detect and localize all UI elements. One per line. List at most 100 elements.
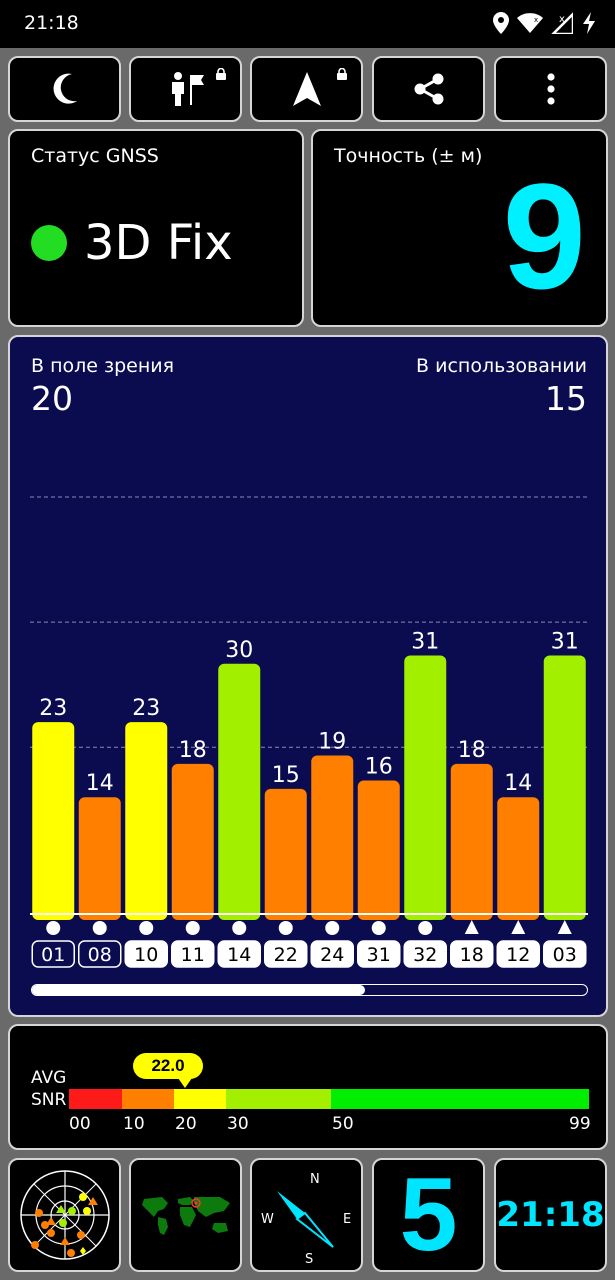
snr-bar: [264, 788, 307, 920]
satellite-id-box: [171, 940, 215, 968]
snr-segment-orange: [122, 1089, 174, 1109]
snr-bar: [450, 763, 493, 920]
constellation-marker-circle: [92, 921, 107, 935]
bar-value-label: 23: [39, 696, 67, 721]
satellite-id-label: 03: [553, 944, 577, 966]
snr-bar: [171, 763, 214, 920]
navigation-arrow-icon: [292, 72, 321, 106]
status-time: 21:18: [24, 12, 79, 34]
constellation-marker-circle: [139, 921, 154, 935]
fix-indicator: [31, 225, 67, 261]
scrollbar-thumb[interactable]: [32, 985, 365, 995]
satellite-id-label: 11: [181, 944, 205, 966]
bar-value-label: 14: [504, 771, 532, 796]
satellite-scrollbar[interactable]: [31, 984, 588, 996]
fix-status-value: 3D Fix: [84, 215, 233, 271]
satellite-id-box: [496, 940, 540, 968]
share-icon: [414, 73, 443, 105]
clock-tile[interactable]: 21:18: [494, 1158, 607, 1272]
sky-view-tile[interactable]: [8, 1158, 121, 1272]
satellite-id-box: [217, 940, 261, 968]
satellite-id-label: 10: [134, 944, 158, 966]
snr-segment-green: [331, 1089, 589, 1109]
bar-value-label: 23: [132, 696, 160, 721]
bar-value-label: 31: [411, 629, 439, 654]
bar-value-label: 15: [272, 763, 300, 788]
satellite-id-box: [357, 940, 401, 968]
app-content: Статус GNSS 3D Fix Точность (± м) 9 В по…: [0, 48, 615, 1280]
share-button[interactable]: [372, 56, 485, 122]
snr-bar: [78, 797, 121, 920]
navigation-button[interactable]: [250, 56, 363, 122]
snr-tick-50: 50: [332, 1114, 354, 1134]
world-map-icon: [137, 1193, 234, 1237]
snr-tick-99: 99: [569, 1114, 591, 1134]
constellation-marker-circle: [46, 921, 61, 935]
wifi-icon: x: [517, 13, 543, 33]
satellite-id-label: 22: [274, 944, 298, 966]
constellation-marker-circle: [278, 921, 293, 935]
satellite-id-box: [450, 940, 494, 968]
satellite-id-box: [543, 940, 587, 968]
world-map-tile[interactable]: [129, 1158, 242, 1272]
satellite-id-label: 14: [227, 944, 251, 966]
satellite-id-box: [264, 940, 308, 968]
clock-value: 21:18: [496, 1195, 605, 1235]
avg-snr-bubble: 22.0: [133, 1053, 203, 1079]
charging-icon: [583, 12, 595, 34]
compass-s: S: [305, 1252, 313, 1267]
satellites-panel: В поле зрения 20 В использовании 15 23 01…: [8, 335, 608, 1017]
bar-value-label: 18: [458, 738, 486, 763]
satellite-id-label: 32: [413, 944, 437, 966]
in-use-label: В использовании: [416, 355, 587, 377]
more-button[interactable]: [494, 56, 607, 122]
snr-tick-30: 30: [227, 1114, 249, 1134]
in-use-value: 15: [545, 379, 587, 418]
snr-bar-chart: 23 01 14 08 23 10 18 11 30 14 15 22 19 24 16 31 31 32 18 18…: [30, 496, 588, 968]
snr-bar: [311, 755, 354, 920]
signal-icon: x: [551, 12, 573, 34]
snr-tick-10: 10: [123, 1114, 145, 1134]
svg-text:x: x: [559, 14, 565, 25]
satellite-count-tile[interactable]: 5: [372, 1158, 485, 1272]
status-icons: x x: [493, 12, 597, 34]
compass-tile[interactable]: N E S W: [250, 1158, 363, 1272]
bar-value-label: 31: [551, 629, 579, 654]
avg-label: AVG: [31, 1068, 67, 1088]
accuracy-title: Точность (± м): [334, 145, 483, 167]
satellite-id-box: [31, 940, 75, 968]
person-flag-icon: [171, 72, 204, 106]
satellite-id-label: 24: [320, 944, 344, 966]
status-bar: 21:18 x x: [0, 0, 615, 48]
snr-label: SNR: [31, 1090, 67, 1110]
snr-panel: AVG SNR 22.0 00 10 20 30 50 99: [8, 1024, 608, 1150]
snr-segment-yellow: [174, 1089, 226, 1109]
satellite-id-box: [124, 940, 168, 968]
bar-value-label: 19: [318, 730, 346, 755]
compass-e: E: [343, 1212, 351, 1227]
satellite-id-box: [403, 940, 447, 968]
satellite-id-label: 08: [88, 944, 112, 966]
snr-bar: [125, 722, 168, 920]
satellite-id-label: 18: [460, 944, 484, 966]
constellation-marker-triangle: [511, 920, 526, 934]
compass-w: W: [261, 1212, 274, 1227]
in-view-value: 20: [31, 379, 73, 418]
accuracy-panel: Точность (± м) 9: [311, 129, 608, 327]
constellation-marker-circle: [232, 921, 247, 935]
compass-n: N: [310, 1172, 320, 1187]
location-sharing-button[interactable]: [129, 56, 242, 122]
constellation-marker-circle: [418, 921, 433, 935]
constellation-marker-triangle: [557, 920, 572, 934]
location-pin-icon: [493, 12, 509, 34]
accuracy-value: 9: [502, 152, 586, 320]
night-mode-button[interactable]: [8, 56, 121, 122]
snr-tick-00: 00: [69, 1114, 91, 1134]
satellite-id-label: 01: [41, 944, 65, 966]
snr-bar: [218, 663, 261, 920]
compass-icon: N E S W: [261, 1172, 351, 1267]
satellite-id-label: 31: [367, 944, 391, 966]
avg-snr-value: 22.0: [151, 1056, 185, 1075]
moon-icon: [53, 73, 77, 104]
constellation-marker-triangle: [464, 920, 479, 934]
